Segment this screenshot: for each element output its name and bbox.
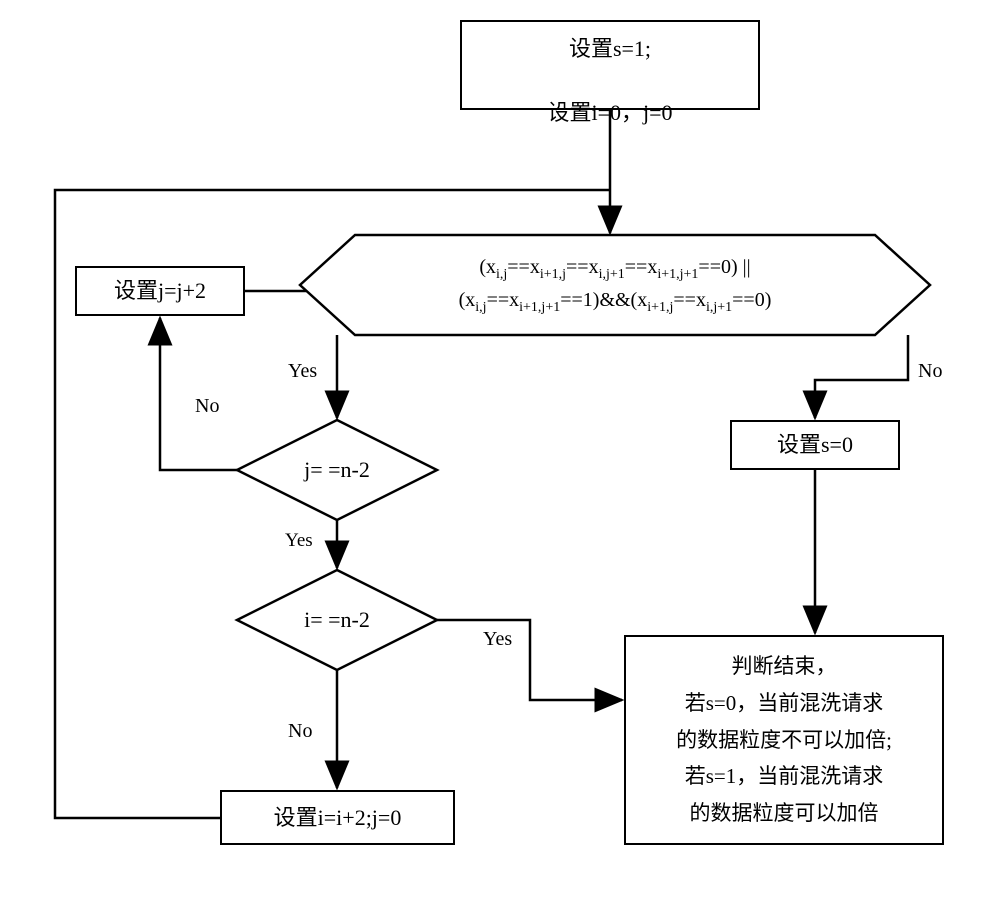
text-l3: 的数据粒度不可以加倍; — [676, 728, 892, 752]
text-l1: 判断结束， — [732, 654, 837, 678]
text-l4: 若s=1，当前混洗请求 — [685, 764, 884, 788]
node-end: 判断结束， 若s=0，当前混洗请求 的数据粒度不可以加倍; 若s=1，当前混洗请… — [624, 635, 944, 845]
flowchart-canvas: 设置s=1; 设置i=0，j=0 (xi,j==xi+1,j==xi,j+1==… — [0, 0, 1000, 916]
text-l5: 的数据粒度可以加倍 — [690, 801, 879, 825]
text-l2: 若s=0，当前混洗请求 — [685, 691, 884, 715]
